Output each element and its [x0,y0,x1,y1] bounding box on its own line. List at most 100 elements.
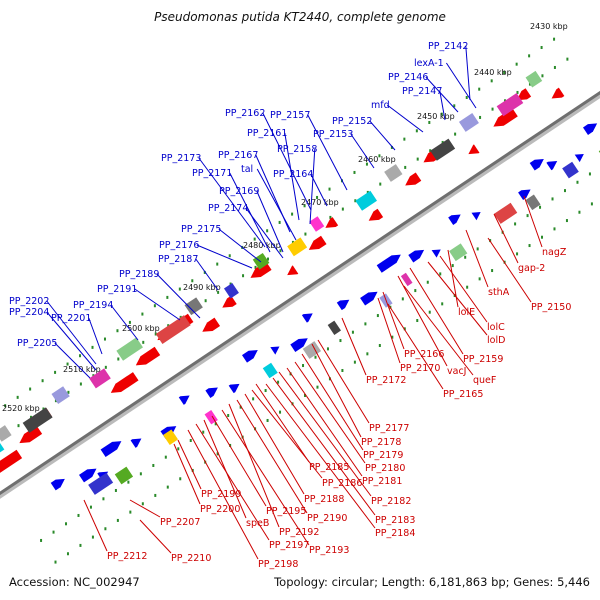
forward-gene-label: PP_2164 [273,169,313,180]
reverse-gene-labels: nagZ gap-2 sthA PP_2150 lolE lolC lolD PP_2159v… [107,247,571,570]
tick-dot [166,295,169,299]
tick-dot [354,199,357,203]
reverse-gene-label: PP_2179 [363,450,403,461]
reverse-leader-line [317,339,370,424]
kbp-tick-label: 2430 kbp [530,22,568,31]
forward-gene-label: lexA-1 [414,58,444,69]
tick-dot [54,370,57,374]
tick-dot [479,115,482,119]
tick-dot [303,204,306,208]
reverse-gene-label: PP_2180 [365,463,405,474]
tick-dot [278,220,281,224]
reverse-leader-line [387,303,444,390]
forward-gc-block [163,429,179,445]
forward-gene-arrow [376,254,401,273]
reverse-leader-line [403,285,474,376]
tick-dot [291,240,294,244]
tick-dot [451,264,454,268]
tick-dot [77,513,80,517]
reverse-gc-block [0,439,5,461]
forward-leader-line [88,317,103,355]
forward-leader-line [110,304,139,341]
reverse-gene-label: sthA [488,287,510,298]
tick-dot [279,249,282,253]
tick-dot [454,132,457,136]
reverse-gene-arrow [287,265,299,276]
reverse-gc-block [155,315,191,344]
reverse-label-leaders [83,195,543,560]
tick-dot [40,538,43,542]
reverse-gene-arrow [325,217,339,228]
tick-dot [478,277,481,281]
tick-dot [304,232,307,236]
reverse-gene-arrow [110,372,139,393]
reverse-leader-line [265,383,376,529]
reverse-gene-label: PP_2199 [201,489,241,500]
kbp-tick-label: 2500 kbp [122,324,160,333]
tick-dot [453,104,456,108]
tick-dot [141,502,144,506]
tick-dot [353,170,356,174]
reverse-gc-block [496,92,524,117]
tick-dot [590,202,593,206]
tick-dot [428,120,431,124]
reverse-gene-arrow [0,449,23,474]
genome-backbone-shadow [0,91,600,499]
reverse-gene-label: PP_2195 [266,506,306,517]
forward-gene-arrow [79,468,97,483]
tick-dot [177,447,180,451]
tick-dot [239,405,242,409]
genome-backbone [0,90,600,496]
forward-gc-track [88,141,600,495]
reverse-gene-arrow [468,144,480,155]
reverse-leader-line [177,439,202,490]
tick-dot [4,404,7,408]
reverse-gene-label: PP_2193 [309,545,349,556]
forward-gene-label: PP_2147 [402,86,442,97]
tick-dot [277,380,280,384]
forward-gene-arrow [290,338,308,353]
tick-dot [514,222,517,226]
forward-leader-line [196,244,253,269]
tick-dot [242,274,245,278]
reverse-gene-label: PP_2165 [443,389,483,400]
tick-dot [303,393,306,397]
reverse-gene-label: gap-2 [518,263,545,274]
reverse-gene-label: PP_2192 [279,527,319,538]
tick-dot [179,315,182,319]
tick-dot [539,205,542,209]
tick-dot [79,354,82,358]
tick-dot [329,215,332,219]
forward-gene-arrow [228,383,240,394]
tick-dot [153,304,156,308]
tick-dot [141,312,144,316]
tick-dot [152,463,155,467]
tick-dot [128,320,131,324]
tick-dot [426,280,429,284]
forward-gene-label: PP_2169 [219,186,259,197]
tick-dot [217,290,220,294]
tick-dot [416,319,419,323]
reverse-gc-block [525,70,543,88]
tick-dot [214,422,217,426]
reverse-leader-line [377,297,401,364]
tick-dot [142,340,145,344]
reverse-gene-label: PP_2166 [404,349,444,360]
tick-dot [401,297,404,301]
tick-dot [403,137,406,141]
tick-dot [127,480,130,484]
tick-dot [264,389,267,393]
forward-gc-block [562,161,579,179]
forward-gene-arrow [408,249,425,263]
tick-dot [441,140,444,144]
reverse-gene-label: PP_2183 [375,515,415,526]
reverse-gene-label: queF [473,375,496,386]
reverse-leader-line [244,393,305,495]
forward-gene-arrow [178,395,190,405]
tick-dot [478,87,481,91]
forward-leader-line [134,288,181,321]
reverse-leader-line [523,195,543,248]
reverse-leader-line [487,237,532,303]
forward-leader-line [245,207,284,259]
tick-dot [541,235,544,239]
